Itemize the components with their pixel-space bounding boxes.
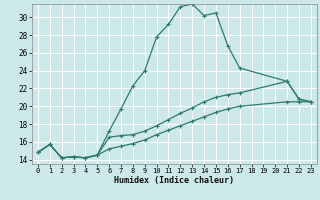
X-axis label: Humidex (Indice chaleur): Humidex (Indice chaleur) [115,176,234,185]
